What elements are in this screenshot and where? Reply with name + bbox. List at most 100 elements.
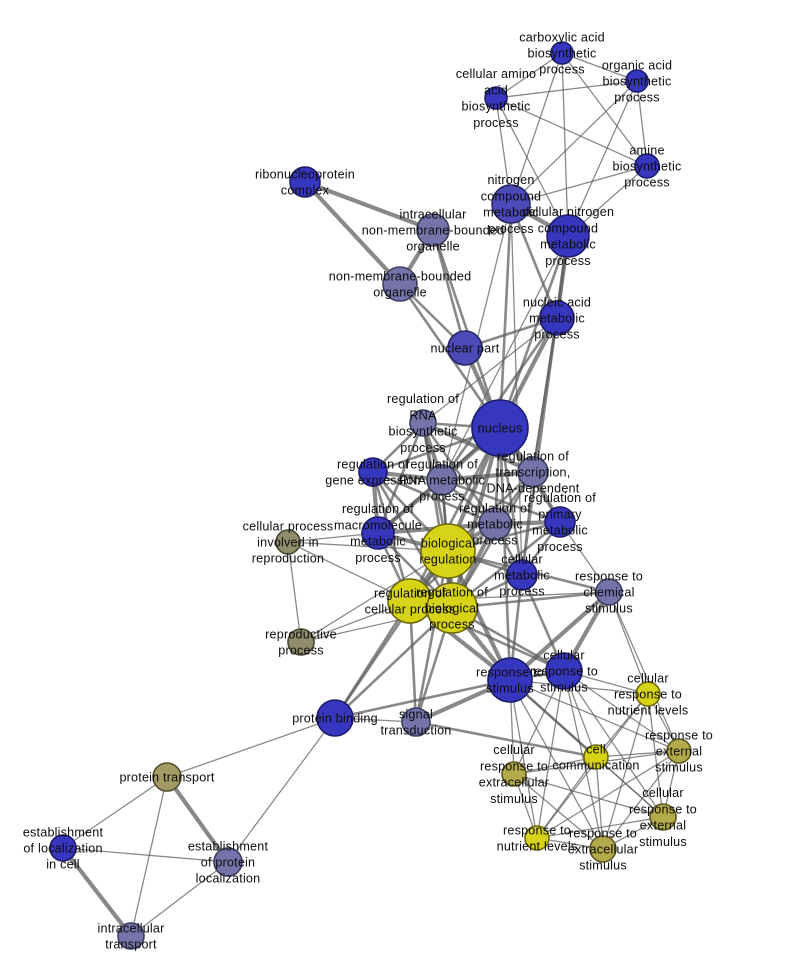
- edge-protein-binding--protein-transport: [166, 717, 336, 778]
- node-reproductive-process[interactable]: [287, 628, 315, 656]
- edge-protein-transport--intracellular-transport: [130, 776, 168, 937]
- node-cellular-response-to-external-stimulus[interactable]: [649, 803, 677, 831]
- edge-regulation-of-rna-metabolic-process--regulation-of-primary-metabolic-process: [441, 478, 561, 524]
- edge-carboxylic-acid-biosynthetic-process--organic-acid-biosynthetic-process: [561, 52, 638, 82]
- label-regulation-of-rna-metabolic-process: regulation of RNA metabolic process: [399, 457, 485, 503]
- label-regulation-of-transcription-dna-dependent: regulation of transcription, DNA-dependent: [487, 449, 580, 495]
- node-response-to-stimulus[interactable]: [487, 657, 533, 703]
- edge-ribonucleoprotein-complex--non-membrane-bounded-organelle: [303, 180, 402, 286]
- node-regulation-of-rna-biosynthetic-process[interactable]: [409, 409, 437, 437]
- label-non-membrane-bounded-organelle: non-membrane-bounded organelle: [329, 269, 472, 299]
- edge-cellular-response-to-stimulus--cellular-response-to-extracellular-stimulus: [513, 670, 565, 775]
- edge-protein-transport--establishment-of-localization-in-cell: [62, 776, 168, 849]
- node-amine-biosynthetic-process[interactable]: [634, 153, 660, 179]
- node-non-membrane-bounded-organelle[interactable]: [382, 266, 418, 302]
- label-protein-transport: protein transport: [119, 771, 214, 785]
- node-response-to-extracellular-stimulus[interactable]: [589, 835, 617, 863]
- node-biological-regulation[interactable]: [420, 523, 476, 579]
- label-intracellular-transport: intracellular transport: [98, 921, 165, 951]
- edge-nucleic-acid-metabolic-process--regulation-of-rna-metabolic-process: [440, 317, 559, 481]
- node-intracellular-non-membrane-bounded-organelle[interactable]: [416, 213, 450, 247]
- node-regulation-of-rna-metabolic-process[interactable]: [426, 464, 458, 496]
- edge-cell-communication--response-to-nutrient-levels: [536, 756, 597, 839]
- edge-nucleus--regulation-of-cellular-process: [408, 427, 502, 602]
- node-cellular-metabolic-process[interactable]: [506, 559, 538, 591]
- node-cellular-process-involved-in-reproduction[interactable]: [275, 529, 301, 555]
- node-cellular-response-to-stimulus[interactable]: [545, 652, 583, 690]
- label-establishment-of-protein-localization: establishment of protein localization: [188, 839, 269, 885]
- label-amine-biosynthetic-process: amine biosynthetic process: [613, 143, 682, 189]
- edge-cell-communication--response-to-external-stimulus: [595, 750, 680, 758]
- node-regulation-of-biological-process[interactable]: [426, 582, 478, 634]
- node-signal-transduction[interactable]: [401, 707, 431, 737]
- edge-cellular-amino-acid-biosynthetic-process--cellular-nitrogen-compound-metabolic-process: [495, 97, 569, 237]
- label-establishment-of-localization-in-cell: establishment of localization in cell: [23, 825, 104, 871]
- node-cellular-response-to-extracellular-stimulus[interactable]: [501, 761, 527, 787]
- label-nucleus: nucleus: [478, 422, 523, 436]
- node-response-to-nutrient-levels[interactable]: [524, 825, 550, 851]
- label-response-to-external-stimulus: response to external stimulus: [645, 728, 713, 774]
- edge-organic-acid-biosynthetic-process--amine-biosynthetic-process: [636, 80, 648, 167]
- label-carboxylic-acid-biosynthetic-process: carboxylic acid biosynthetic process: [519, 30, 605, 76]
- node-response-to-chemical-stimulus[interactable]: [595, 578, 623, 606]
- edge-response-to-external-stimulus--response-to-extracellular-stimulus: [602, 750, 680, 850]
- nodes-layer: [49, 41, 692, 950]
- edge-cellular-response-to-stimulus--response-to-external-stimulus: [563, 670, 680, 752]
- node-nuclear-part[interactable]: [447, 330, 483, 366]
- label-nucleic-acid-metabolic-process: nucleic acid metabolic process: [523, 295, 591, 341]
- edge-response-to-stimulus--protein-binding: [334, 678, 511, 720]
- edge-carboxylic-acid-biosynthetic-process--amine-biosynthetic-process: [561, 52, 648, 167]
- label-cellular-amino-acid-biosynthetic-process: cellular amino acid biosynthetic process: [456, 67, 537, 130]
- label-ribonucleoprotein-complex: ribonucleoprotein complex: [255, 167, 355, 197]
- edge-intracellular-non-membrane-bounded-organelle--nucleus: [431, 229, 502, 429]
- edge-carboxylic-acid-biosynthetic-process--cellular-nitrogen-compound-metabolic-process: [561, 52, 569, 237]
- node-organic-acid-biosynthetic-process[interactable]: [625, 69, 649, 93]
- node-establishment-of-localization-in-cell[interactable]: [49, 834, 77, 862]
- node-regulation-of-macromolecule-metabolic-process[interactable]: [361, 516, 395, 550]
- label-organic-acid-biosynthetic-process: organic acid biosynthetic process: [602, 58, 672, 104]
- edge-protein-binding--establishment-of-protein-localization: [227, 717, 336, 863]
- edge-establishment-of-localization-in-cell--establishment-of-protein-localization: [62, 847, 229, 863]
- edge-response-to-stimulus--cellular-response-to-nutrient-levels: [509, 679, 649, 695]
- edge-cellular-response-to-extracellular-stimulus--response-to-extracellular-stimulus: [513, 773, 604, 850]
- edge-organic-acid-biosynthetic-process--cellular-amino-acid-biosynthetic-process: [495, 80, 638, 99]
- node-intracellular-transport[interactable]: [117, 922, 145, 950]
- edge-ribonucleoprotein-complex--intracellular-non-membrane-bounded-organelle: [304, 180, 434, 232]
- node-regulation-of-primary-metabolic-process[interactable]: [544, 506, 576, 538]
- edge-response-to-external-stimulus--response-to-nutrient-levels: [536, 750, 680, 839]
- edge-response-to-chemical-stimulus--regulation-of-biological-process: [451, 590, 610, 610]
- node-response-to-external-stimulus[interactable]: [666, 738, 692, 764]
- label-nitrogen-compound-metabolic-process: nitrogen compound metabolic process: [481, 173, 541, 236]
- node-nucleus[interactable]: [471, 399, 529, 457]
- edge-response-to-chemical-stimulus--response-to-external-stimulus: [608, 591, 680, 752]
- edge-nucleus--response-to-stimulus: [498, 427, 512, 681]
- label-intracellular-non-membrane-bounded-organelle: intracellular non-membrane-bounded organel…: [362, 207, 505, 253]
- label-reproductive-process: reproductive process: [265, 627, 337, 657]
- node-nucleic-acid-metabolic-process[interactable]: [539, 300, 575, 336]
- node-nitrogen-compound-metabolic-process[interactable]: [491, 184, 531, 224]
- node-cellular-amino-acid-biosynthetic-process[interactable]: [484, 86, 508, 110]
- node-cellular-nitrogen-compound-metabolic-process[interactable]: [546, 214, 590, 258]
- node-cellular-response-to-nutrient-levels[interactable]: [635, 681, 661, 707]
- node-regulation-of-transcription-dna-dependent[interactable]: [517, 456, 549, 488]
- edge-cellular-nitrogen-compound-metabolic-process--nucleus: [498, 235, 570, 429]
- node-ribonucleoprotein-complex[interactable]: [289, 166, 321, 198]
- edge-regulation-of-biological-process--protein-binding: [334, 607, 453, 719]
- edge-establishment-of-protein-localization--intracellular-transport: [130, 861, 229, 937]
- node-protein-transport[interactable]: [152, 762, 182, 792]
- node-regulation-of-gene-expression[interactable]: [358, 457, 388, 487]
- node-protein-binding[interactable]: [316, 699, 354, 737]
- edge-carboxylic-acid-biosynthetic-process--cellular-amino-acid-biosynthetic-process: [495, 52, 563, 99]
- node-establishment-of-protein-localization[interactable]: [213, 847, 243, 877]
- node-regulation-of-metabolic-process[interactable]: [478, 507, 512, 541]
- edge-nitrogen-compound-metabolic-process--nucleus: [498, 203, 513, 429]
- label-biological-regulation: biological regulation: [419, 536, 476, 566]
- label-nuclear-part: nuclear part: [431, 342, 500, 356]
- node-cell-communication[interactable]: [583, 744, 609, 770]
- label-protein-binding: protein binding: [292, 712, 378, 726]
- node-carboxylic-acid-biosynthetic-process[interactable]: [550, 41, 574, 65]
- label-cellular-response-to-external-stimulus: cellular response to external stimulus: [629, 786, 697, 849]
- label-cellular-response-to-nutrient-levels: cellular response to nutrient levels: [608, 671, 689, 717]
